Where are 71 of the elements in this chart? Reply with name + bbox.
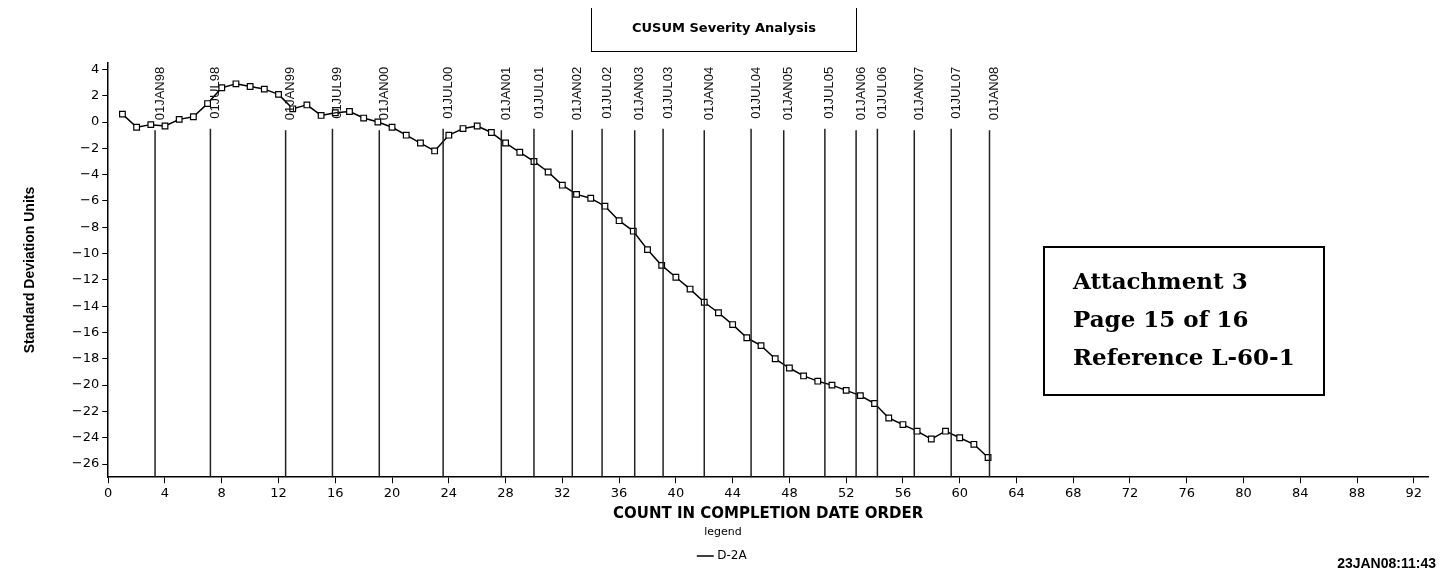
x-tick-label: 60	[951, 485, 968, 501]
x-tick-label: 92	[1405, 485, 1423, 501]
x-tick-label: 4	[160, 485, 170, 501]
x-tick-label: 12	[270, 485, 287, 501]
annotation: Reference L-60-1	[1073, 342, 1295, 372]
y-tick-label: −8	[80, 218, 100, 234]
legend-label: D-2A	[717, 548, 748, 563]
x-axis-title: COUNT IN COMPLETION DATE ORDER	[612, 503, 924, 522]
ref-line-label: 01JAN02	[568, 66, 584, 121]
x-tick-label: 64	[1008, 485, 1025, 501]
x-tick-label: 16	[327, 485, 344, 501]
x-tick-label: 40	[667, 485, 685, 501]
y-tick-label: −16	[71, 323, 100, 339]
y-tick-label: 4	[90, 60, 100, 76]
chart-title: CUSUM Severity Analysis	[591, 8, 857, 52]
ref-line-label: 01JUL99	[329, 66, 345, 119]
ref-line-label: 01JAN07	[910, 66, 926, 121]
ref-line-label: 01JAN99	[282, 66, 298, 121]
legend-title: legend	[704, 525, 742, 539]
x-tick-label: 8	[217, 485, 226, 501]
text: 23JAN08:11:43	[1337, 555, 1436, 571]
x-tick-label: 80	[1235, 485, 1252, 501]
y-axis-title: Standard Deviation Units	[21, 186, 38, 354]
x-tick-label: 84	[1292, 485, 1309, 501]
ref-line-label: 01JAN00	[375, 66, 391, 121]
x-tick-label: 28	[497, 485, 514, 501]
ref-line-label: 01JAN05	[780, 66, 796, 121]
y-tick-label: 2	[90, 87, 100, 103]
stamp-box: Attachment 3 Page 15 of 16 Reference L-60-1	[1043, 246, 1325, 396]
x-tick-label: 72	[1121, 485, 1139, 501]
ref-line-label: 01JUL02	[598, 66, 614, 119]
x-tick-label: 24	[440, 485, 458, 501]
y-tick-label: −14	[71, 297, 100, 313]
x-tick-label: 36	[610, 485, 628, 501]
ref-line-label: 01JAN01	[497, 66, 513, 121]
x-tick-label: 0	[104, 485, 113, 501]
y-tick-label: −22	[71, 402, 100, 418]
y-tick-label: 0	[90, 113, 100, 129]
ref-line-label: 01JAN98	[151, 66, 167, 121]
x-tick-label: 88	[1348, 485, 1366, 501]
x-tick-label: 76	[1178, 485, 1196, 501]
y-tick-label: −18	[71, 350, 100, 366]
x-tick-label: 48	[781, 485, 798, 501]
x-tick-label: 32	[554, 485, 571, 501]
y-tick-label: −10	[71, 244, 100, 260]
x-tick-label: 44	[724, 485, 741, 501]
x-tick-label: 68	[1064, 485, 1082, 501]
ref-line-label: 01JUL04	[747, 66, 763, 119]
x-tick-label: 56	[894, 485, 912, 501]
y-tick-label: −26	[71, 455, 100, 471]
annotation: Page 15 of 16	[1073, 304, 1250, 334]
ref-line-label: 01JUL06	[873, 66, 889, 119]
y-tick-label: −24	[71, 429, 100, 445]
ref-line-label: 01JUL00	[439, 66, 455, 119]
ref-line-label: 01JUL01	[530, 66, 546, 119]
y-tick-label: −4	[80, 166, 100, 181]
y-tick-label: −20	[71, 376, 100, 392]
y-tick-label: −6	[80, 192, 100, 208]
ref-line-label: 01JUL98	[206, 66, 222, 119]
ref-line-label: 01JUL03	[659, 66, 675, 119]
ref-line-label: 01JAN06	[852, 66, 868, 121]
ref-line-label: 01JUL05	[821, 66, 837, 119]
y-tick-label: −12	[71, 271, 100, 287]
y-tick-label: −2	[80, 139, 100, 155]
ref-line-label: 01JAN08	[986, 66, 1002, 121]
ref-line-label: 01JAN04	[700, 66, 716, 121]
x-tick-label: 20	[383, 485, 401, 501]
ref-line-label: 01JUL07	[947, 66, 963, 119]
annotation: Attachment 3	[1073, 266, 1249, 296]
ref-line-label: 01JAN03	[631, 66, 647, 121]
x-tick-label: 52	[837, 485, 855, 501]
